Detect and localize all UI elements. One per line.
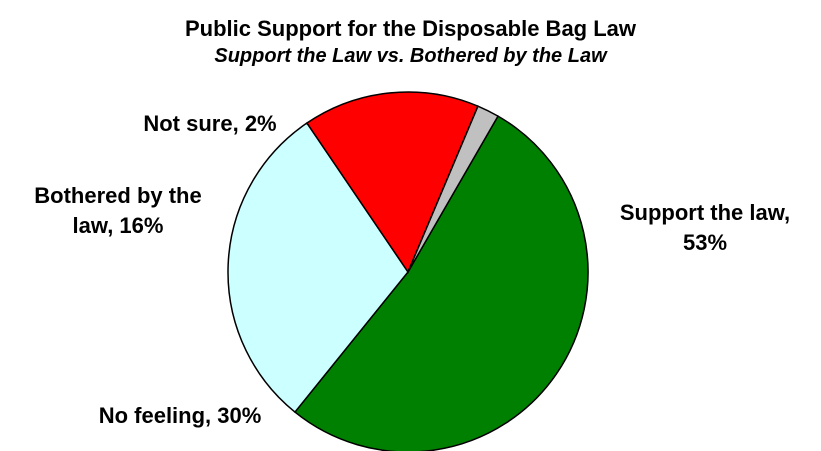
slice-label-no-feeling: No feeling, 30%	[99, 403, 262, 428]
pie-slice-not-sure	[407, 105, 500, 273]
pie-slice-bothered-by-the-law	[305, 91, 479, 274]
chart-subtitle: Support the Law vs. Bothered by the Law	[214, 45, 607, 67]
chart-title: Public Support for the Disposable Bag La…	[184, 16, 637, 41]
pie-slice-support-the-law	[293, 115, 589, 451]
pie-slice-no-feeling	[227, 122, 409, 414]
slice-label-support-the-law: Support the law, 53%	[620, 200, 790, 255]
slice-label-not-sure: Not sure, 2%	[143, 111, 276, 136]
slice-label-bothered-by-the-law: Bothered by the law, 16%	[34, 183, 201, 238]
